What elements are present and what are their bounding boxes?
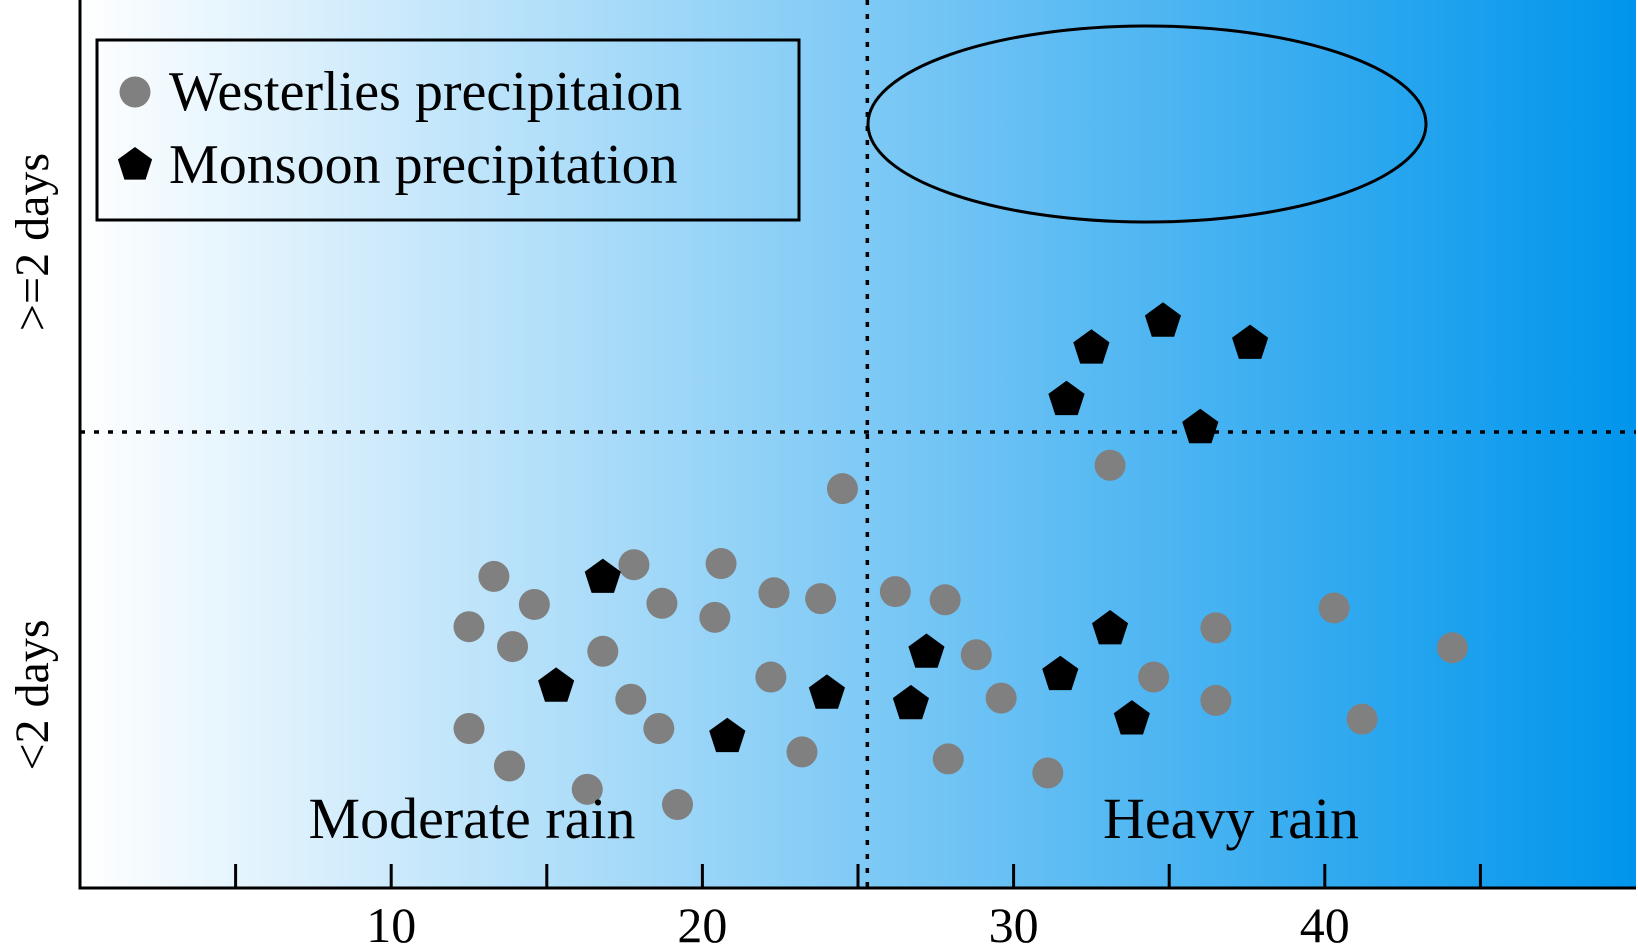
legend-label: Westerlies precipitaion	[169, 61, 682, 123]
westerlies-point	[705, 548, 737, 580]
monsoon-point	[1232, 324, 1269, 359]
plot-background	[80, 0, 1636, 888]
westerlies-point	[755, 661, 787, 693]
westerlies-point	[786, 736, 818, 768]
westerlies-point	[1346, 703, 1378, 735]
points-layer	[453, 302, 1468, 821]
monsoon-point	[1182, 408, 1219, 444]
monsoon-point	[808, 674, 845, 709]
monsoon-point	[584, 558, 621, 593]
westerlies-point	[932, 743, 964, 775]
y-category-label: >=2 days	[6, 153, 59, 331]
legend: Westerlies precipitaion Monsoon precipita…	[95, 38, 801, 222]
westerlies-point	[1200, 684, 1232, 716]
region-annotation: Moderate rain	[309, 786, 636, 851]
monsoon-point	[538, 667, 575, 702]
y-category-label: <2 days	[6, 619, 59, 770]
region-annotation: Heavy rain	[1103, 786, 1359, 851]
westerlies-point	[985, 682, 1017, 714]
x-tick-label: 30	[989, 897, 1039, 951]
westerlies-point	[518, 588, 550, 620]
westerlies-point	[571, 773, 603, 805]
westerlies-point	[805, 583, 837, 615]
westerlies-point	[453, 713, 485, 744]
y-category-labels: >=2 days <2 days	[6, 153, 59, 771]
westerlies-point	[643, 713, 675, 744]
highlight-ellipse	[866, 24, 1428, 224]
westerlies-point	[826, 473, 858, 505]
x-tick-label: 40	[1300, 897, 1350, 951]
highlight-ellipse-layer	[866, 24, 1428, 224]
westerlies-point	[478, 560, 510, 592]
annotations: Moderate rain Heavy rain	[309, 786, 1359, 851]
westerlies-point	[1200, 612, 1232, 644]
westerlies-point	[1436, 632, 1468, 664]
monsoon-point	[1073, 329, 1110, 364]
legend-label: Monsoon precipitation	[169, 134, 678, 196]
westerlies-point	[929, 584, 961, 616]
westerlies-point	[879, 576, 911, 608]
monsoon-point	[709, 717, 746, 753]
westerlies-point	[453, 611, 485, 643]
westerlies-point	[699, 601, 731, 633]
westerlies-point	[646, 587, 678, 619]
monsoon-point	[1042, 655, 1079, 691]
legend-circle-marker	[119, 76, 151, 108]
x-ticks: 10 20 30 40	[234, 864, 1482, 951]
westerlies-point	[662, 789, 694, 821]
monsoon-point	[1113, 700, 1150, 735]
x-tick-label: 20	[677, 897, 727, 951]
westerlies-point	[1094, 449, 1126, 481]
westerlies-point	[587, 635, 619, 667]
westerlies-point	[1318, 592, 1350, 624]
monsoon-point	[1092, 610, 1129, 645]
westerlies-point	[493, 750, 525, 782]
westerlies-point	[1032, 757, 1064, 789]
legend-pentagon-marker	[117, 147, 153, 180]
x-tick-label: 10	[366, 897, 416, 951]
westerlies-point	[1138, 661, 1170, 693]
westerlies-point	[497, 631, 529, 663]
westerlies-point	[960, 639, 992, 671]
monsoon-point	[1144, 302, 1181, 337]
monsoon-point	[892, 684, 929, 720]
monsoon-point	[1048, 380, 1085, 416]
legend-box	[95, 38, 801, 222]
westerlies-point	[758, 577, 790, 609]
westerlies-point	[618, 549, 650, 581]
monsoon-point	[908, 633, 945, 668]
westerlies-point	[615, 683, 647, 715]
